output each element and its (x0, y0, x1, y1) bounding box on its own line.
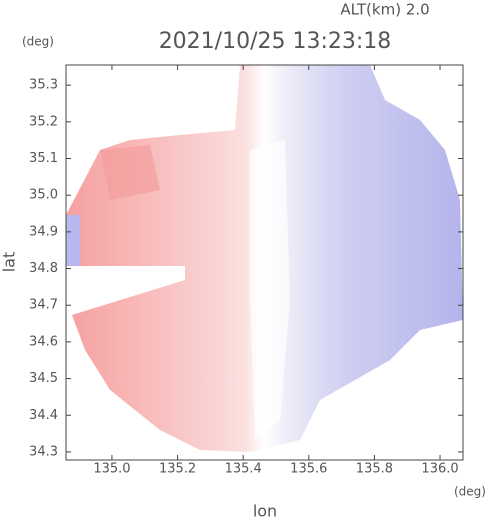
y-tick-label: 35.2 (29, 114, 58, 129)
y-tick-label: 34.3 (29, 444, 58, 459)
x-tick-label: 136.0 (421, 462, 458, 477)
x-axis-label: lon (253, 502, 277, 521)
y-tick-label: 34.9 (29, 224, 58, 239)
y-tick-label: 35.3 (29, 78, 58, 93)
x-tick-label: 135.2 (159, 462, 196, 477)
chart-title: 2021/10/25 13:23:18 (159, 29, 392, 54)
y-tick-label: 34.8 (29, 261, 58, 276)
y-tick-label: 34.6 (29, 334, 58, 349)
y-axis-label: lat (0, 252, 19, 273)
y-tick-label: 34.4 (29, 408, 58, 423)
x-tick-label: 135.6 (290, 462, 327, 477)
x-tick-label: 135.8 (356, 462, 393, 477)
x-tick-label: 135.4 (225, 462, 262, 477)
plot-frame (65, 64, 464, 461)
y-tick-label: 34.5 (29, 371, 58, 386)
radar-field (66, 65, 463, 452)
y-tick-label: 35.1 (29, 151, 58, 166)
y-tick-label: 34.7 (29, 298, 58, 313)
x-tick-label: 135.0 (93, 462, 130, 477)
x-unit: (deg) (454, 485, 486, 499)
altitude-annotation: ALT(km) 2.0 (340, 1, 429, 19)
y-tick-label: 35.0 (29, 188, 58, 203)
y-unit: (deg) (22, 35, 54, 49)
